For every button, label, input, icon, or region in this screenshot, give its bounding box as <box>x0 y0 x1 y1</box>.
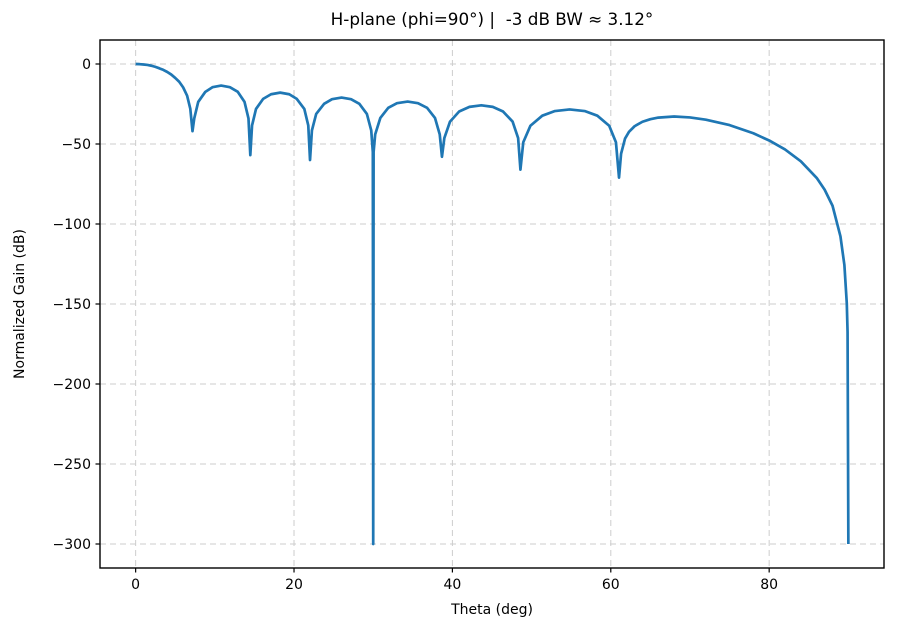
x-tick-label: 40 <box>443 577 461 593</box>
x-tick-label: 0 <box>131 577 140 593</box>
y-tick-label: −300 <box>53 537 91 553</box>
series-layer <box>135 62 850 546</box>
tick-layer <box>95 63 770 573</box>
gain-curve <box>135 62 850 546</box>
y-tick-label: −150 <box>53 297 91 313</box>
y-tick-label: −250 <box>53 457 91 473</box>
x-tick-label: 80 <box>760 577 778 593</box>
y-tick-label: −50 <box>61 137 91 153</box>
x-tick-label: 20 <box>285 577 303 593</box>
axes-border <box>99 39 885 569</box>
y-tick-label: −200 <box>53 377 91 393</box>
y-axis-label-box: Normalized Gain (dB) <box>0 40 40 568</box>
y-axis-label: Normalized Gain (dB) <box>12 229 28 379</box>
tick-label-layer: 0 20 40 60 80 0 −50 −100 −150 −200 −250 −300 <box>53 57 779 593</box>
spine-layer <box>99 39 885 569</box>
x-tick-label: 60 <box>602 577 620 593</box>
chart-title: H-plane (phi=90°) | -3 dB BW ≈ 3.12° <box>330 9 654 29</box>
y-tick-label: 0 <box>82 57 91 73</box>
grid-layer <box>100 40 884 568</box>
y-tick-label: −100 <box>53 217 91 233</box>
x-axis-label: Theta (deg) <box>451 602 533 618</box>
